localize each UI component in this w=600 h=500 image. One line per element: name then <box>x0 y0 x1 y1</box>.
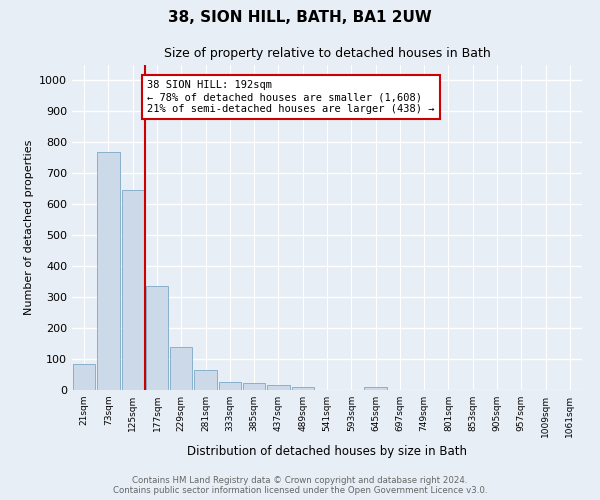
Bar <box>73 364 95 390</box>
Bar <box>146 286 168 390</box>
Text: 38, SION HILL, BATH, BA1 2UW: 38, SION HILL, BATH, BA1 2UW <box>168 10 432 25</box>
Bar <box>243 383 265 390</box>
Text: 38 SION HILL: 192sqm
← 78% of detached houses are smaller (1,608)
21% of semi-de: 38 SION HILL: 192sqm ← 78% of detached h… <box>147 80 434 114</box>
Y-axis label: Number of detached properties: Number of detached properties <box>23 140 34 315</box>
Bar <box>194 370 217 390</box>
Bar <box>170 348 193 390</box>
X-axis label: Distribution of detached houses by size in Bath: Distribution of detached houses by size … <box>187 446 467 458</box>
Bar <box>292 387 314 390</box>
Bar <box>218 382 241 390</box>
Bar <box>267 384 290 390</box>
Bar <box>122 190 144 390</box>
Text: Contains HM Land Registry data © Crown copyright and database right 2024.
Contai: Contains HM Land Registry data © Crown c… <box>113 476 487 495</box>
Title: Size of property relative to detached houses in Bath: Size of property relative to detached ho… <box>164 46 490 60</box>
Bar <box>364 387 387 390</box>
Bar <box>97 152 119 390</box>
